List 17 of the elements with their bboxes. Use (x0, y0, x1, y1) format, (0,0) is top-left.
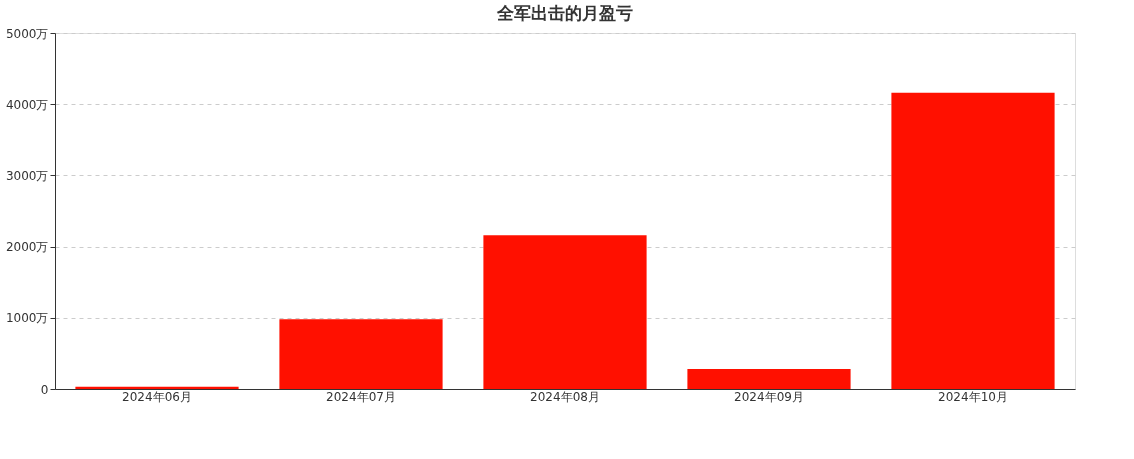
y-tick-label: 0 (40, 382, 49, 397)
x-tick-label: 2024年10月 (938, 389, 1008, 404)
bar (891, 92, 1055, 389)
bar (483, 235, 647, 389)
y-tick-label: 3000万 (5, 168, 49, 183)
chart-title: 全军出击的月盈亏 (496, 3, 633, 23)
y-tick-label: 4000万 (5, 97, 49, 112)
y-tick-label: 1000万 (5, 311, 49, 326)
x-tick-label: 2024年07月 (326, 389, 396, 404)
bar (75, 386, 239, 389)
x-tick-label: 2024年09月 (734, 389, 804, 404)
y-tick-label: 5000万 (5, 26, 49, 41)
y-tick-label: 2000万 (5, 240, 49, 255)
bar (687, 369, 851, 389)
x-tick-label: 2024年08月 (530, 389, 600, 404)
x-tick-label: 2024年06月 (122, 389, 192, 404)
bar (279, 319, 443, 389)
